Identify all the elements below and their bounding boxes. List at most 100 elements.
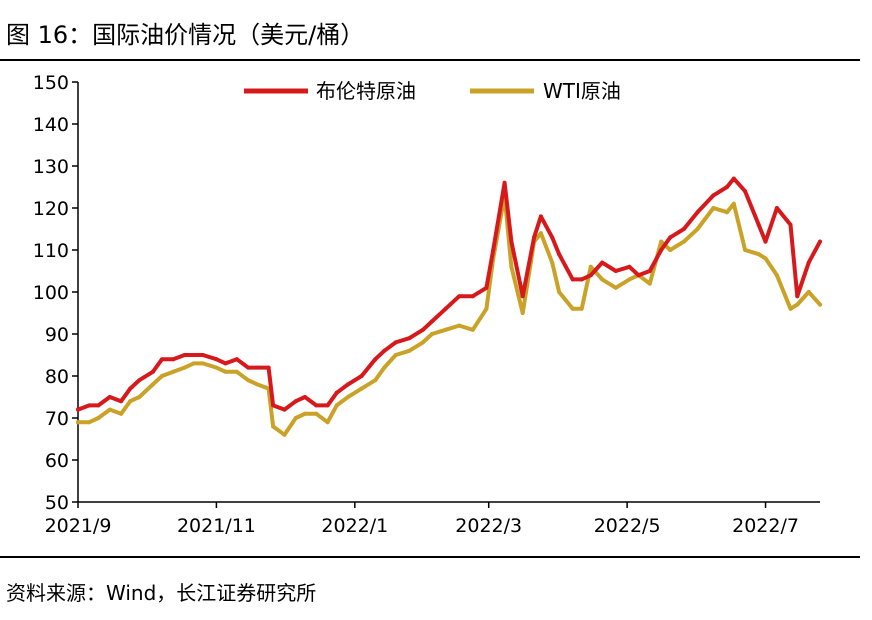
data-point: [107, 407, 112, 412]
y-tick-label: 90: [45, 324, 69, 346]
y-tick-label: 140: [33, 114, 69, 136]
data-point: [484, 306, 489, 311]
data-point: [234, 357, 239, 362]
data-point: [420, 340, 425, 345]
data-point: [774, 206, 779, 210]
data-point: [430, 319, 434, 324]
data-point: [647, 281, 652, 286]
data-point: [182, 365, 187, 370]
data-point: [271, 403, 276, 408]
data-point: [346, 395, 350, 399]
data-point: [200, 353, 205, 357]
data-point: [119, 399, 124, 404]
data-point: [756, 222, 761, 227]
data-point: [681, 227, 686, 231]
data-point: [613, 269, 618, 273]
x-tick-label: 2022/3: [455, 515, 522, 537]
data-point: [137, 395, 142, 399]
chart-title: 图 16：国际油价情况（美元/桶）: [6, 21, 365, 49]
y-tick-label: 130: [33, 156, 69, 178]
data-point: [150, 369, 155, 374]
data-point: [255, 365, 260, 370]
data-point: [788, 306, 793, 311]
data-point: [293, 416, 298, 420]
data-point: [470, 294, 475, 299]
data-point: [538, 231, 543, 236]
data-point: [87, 420, 92, 425]
y-tick-label: 60: [45, 450, 69, 472]
chart-axes: 50 60 70 80 90 100 110 120 130 140 150 2021/9 2021/1…: [33, 72, 820, 537]
chart-series: [76, 176, 822, 437]
data-point: [538, 214, 543, 219]
data-point: [627, 277, 632, 282]
data-point: [119, 411, 124, 416]
bottom-rule: [0, 556, 860, 558]
data-point: [818, 239, 822, 244]
data-point: [570, 277, 575, 282]
y-tick-label: 100: [33, 282, 69, 304]
data-point: [128, 386, 133, 391]
data-point: [557, 252, 562, 257]
data-point: [334, 403, 339, 408]
data-point: [725, 185, 729, 189]
legend-item-1: 布伦特原油: [244, 79, 416, 103]
data-point: [681, 239, 686, 244]
data-point: [382, 348, 387, 353]
data-point: [334, 390, 339, 395]
data-point: [191, 353, 196, 357]
data-point: [137, 378, 142, 383]
data-point: [160, 357, 164, 362]
data-point: [346, 382, 350, 387]
source-note: 资料来源：Wind，长江证券研究所: [6, 581, 317, 605]
data-point: [373, 357, 378, 362]
data-point: [579, 277, 584, 282]
data-point: [150, 382, 155, 387]
data-point: [711, 206, 716, 210]
data-point: [557, 290, 562, 294]
data-point: [96, 403, 101, 408]
data-point: [659, 239, 664, 244]
data-point: [171, 357, 176, 362]
data-point: [711, 193, 716, 198]
data-point: [302, 411, 307, 416]
data-point: [600, 277, 605, 282]
data-point: [647, 269, 652, 273]
data-point: [171, 369, 176, 374]
data-point: [470, 327, 475, 332]
x-tick-label: 2022/7: [732, 515, 799, 537]
data-point: [359, 386, 364, 391]
top-rule: [0, 59, 860, 61]
data-point: [407, 348, 412, 353]
data-point: [457, 294, 462, 299]
data-point: [255, 382, 260, 387]
data-point: [731, 201, 736, 206]
series-2: [76, 193, 822, 437]
data-point: [668, 248, 673, 252]
data-point: [457, 323, 462, 328]
data-point: [443, 306, 448, 311]
data-point: [695, 227, 700, 231]
data-point: [393, 340, 398, 345]
data-point: [588, 264, 593, 269]
data-point: [373, 378, 378, 383]
data-point: [806, 290, 811, 294]
series-line: [76, 193, 822, 437]
data-point: [223, 369, 228, 374]
y-tick-label: 120: [33, 198, 69, 220]
data-point: [302, 395, 307, 399]
data-point: [627, 264, 632, 269]
data-point: [532, 235, 537, 240]
data-point: [382, 365, 387, 370]
data-point: [600, 260, 605, 265]
data-point: [214, 365, 219, 370]
data-point: [407, 336, 412, 341]
data-point: [246, 378, 251, 383]
y-tick-label: 70: [45, 408, 69, 430]
data-point: [509, 264, 514, 269]
data-point: [550, 260, 555, 265]
data-point: [763, 239, 768, 244]
data-point: [282, 432, 287, 437]
chart-legend: 布伦特原油 WTI原油: [244, 79, 621, 103]
data-point: [87, 403, 92, 408]
data-point: [182, 353, 187, 357]
